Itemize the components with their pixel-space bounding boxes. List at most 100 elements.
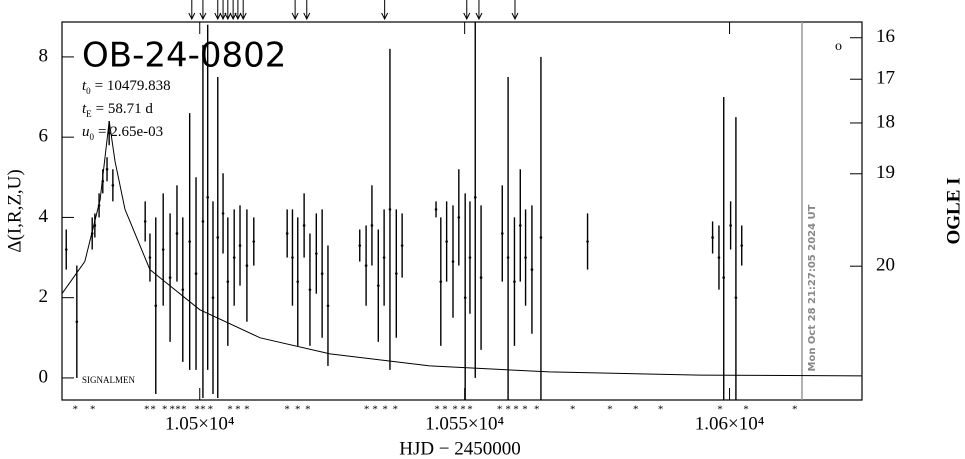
observation-marker: * [90,404,96,416]
param-text: = 58.71 d [96,101,154,117]
param-symbol: u [82,124,90,140]
data-point [143,220,147,223]
data-point [388,208,392,211]
observation-marker: * [200,404,206,416]
observation-marker: * [194,404,200,416]
observation-marker: * [513,404,519,416]
data-point [382,256,386,259]
observation-marker: * [534,404,540,416]
data-point [473,196,477,199]
y2-tick-label: 16 [876,26,895,47]
data-point [188,240,191,243]
observation-marker: * [442,404,448,416]
data-point [729,224,732,227]
observation-marker: * [235,404,241,416]
observation-marker: * [434,404,440,416]
observation-marker: * [460,404,466,416]
arrow-marker [475,0,483,21]
x-axis-label: HJD − 2450000 [399,438,521,459]
observation-marker: * [305,404,311,416]
data-point [315,252,318,255]
data-point [168,276,172,279]
y2-tick-label: 19 [876,162,895,183]
data-point [586,240,589,243]
arrow-marker [463,0,471,21]
data-point [506,256,510,259]
data-point [252,240,256,243]
data-point [221,212,225,215]
param-text: = 2.65e-03 [98,124,163,140]
observation-marker: * [452,404,458,416]
observation-marker: * [72,404,78,416]
y-tick-label: 0 [39,366,49,387]
data-point [302,224,306,227]
observation-marker: * [607,404,613,416]
observation-marker: * [169,404,175,416]
data-point [206,196,209,199]
data-point [468,256,472,259]
data-point [451,260,455,263]
fit-parameter: u0 = 2.65e-03 [82,124,163,142]
observation-marker: * [150,404,156,416]
chart-title: OB-24-0802 [82,36,286,76]
x-tick-label: 1.06×10⁴ [695,413,765,434]
y2-tick-label: 18 [876,111,895,132]
arrow-marker [291,0,299,21]
arrow-marker [234,0,242,21]
data-point [245,264,249,267]
data-point [107,131,111,135]
y2-tick-label: 17 [876,68,895,89]
arrow-marker [303,0,311,21]
data-point [457,216,461,219]
data-point [232,256,236,259]
observation-marker: * [633,404,639,416]
data-point [105,167,109,171]
data-point [717,256,721,259]
param-subscript: 0 [86,86,91,96]
observation-marker: * [227,404,233,416]
data-point [161,248,165,251]
data-point [740,244,744,247]
data-point [308,288,312,291]
observation-marker: * [175,404,181,416]
data-point [524,256,527,259]
data-point [181,288,185,291]
data-point [226,280,230,283]
arrow-marker [381,0,389,21]
data-point [201,220,205,223]
observation-marker: * [382,404,388,416]
data-point [364,264,368,267]
observation-marker: * [792,404,798,416]
data-point [148,256,152,259]
param-symbol: t [82,101,87,117]
observation-marker: * [570,404,576,416]
data-point [530,268,534,271]
observation-marker: * [181,404,187,416]
y-axis-label: Δ(I,R,Z,U) [4,169,25,252]
x-tick-label: 1.05×10⁴ [165,413,235,434]
arrow-marker [224,0,232,21]
arrow-marker [239,0,247,21]
data-point [400,244,404,247]
param-subscript: 0 [90,132,95,142]
observation-marker: * [392,404,398,416]
y2-tick-label: 20 [876,255,895,276]
observation-marker: * [743,404,749,416]
data-point [539,236,543,239]
legend-marker: o [835,39,842,54]
y-tick-label: 4 [39,206,49,227]
data-point [285,232,289,235]
data-point [296,280,300,283]
data-point [175,232,179,235]
data-point [734,296,738,299]
timestamp: Mon Oct 28 21:27:05 2024 UT [807,204,818,371]
arrow-marker [214,0,222,21]
data-point [445,240,448,243]
data-point [518,224,522,227]
y-tick-label: 2 [39,286,49,307]
data-point [358,244,362,247]
y-tick-label: 8 [39,45,49,66]
data-point [194,272,198,275]
data-point [216,236,220,239]
